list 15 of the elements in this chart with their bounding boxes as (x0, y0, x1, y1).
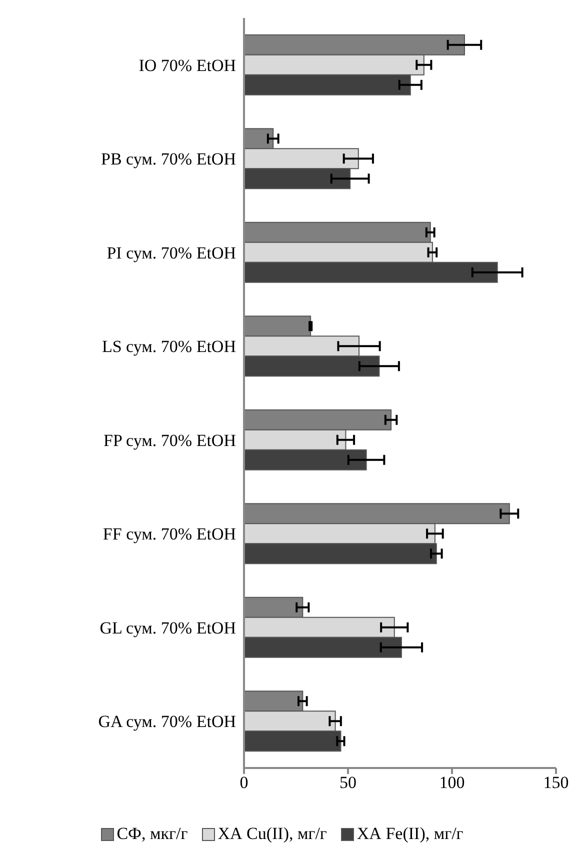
y-tick-label: GA сум. 70% EtOH (98, 712, 236, 732)
y-tick-label: FP сум. 70% EtOH (104, 430, 236, 450)
y-tick-label: IO 70% EtOH (138, 56, 236, 75)
legend-label: ХА Cu(II), мг/г (218, 824, 327, 844)
y-tick-label: FF сум. 70% EtOH (102, 524, 236, 544)
y-tick-label: GL сум. 70% EtOH (100, 618, 236, 638)
x-tick-label: 50 (340, 773, 356, 792)
x-tick-label: 0 (240, 773, 248, 792)
y-tick-label: LS сум. 70% EtOH (102, 337, 236, 356)
y-tick-label: PB сум. 70% EtOH (101, 150, 236, 169)
x-tick-label: 100 (439, 773, 465, 792)
legend-label: СФ, мкг/г (116, 824, 188, 844)
y-tick-label: PI сум. 70% EtOH (106, 243, 236, 262)
legend-label: ХА Fe(II), мг/г (356, 824, 464, 844)
x-tick-label: 150 (543, 773, 569, 792)
